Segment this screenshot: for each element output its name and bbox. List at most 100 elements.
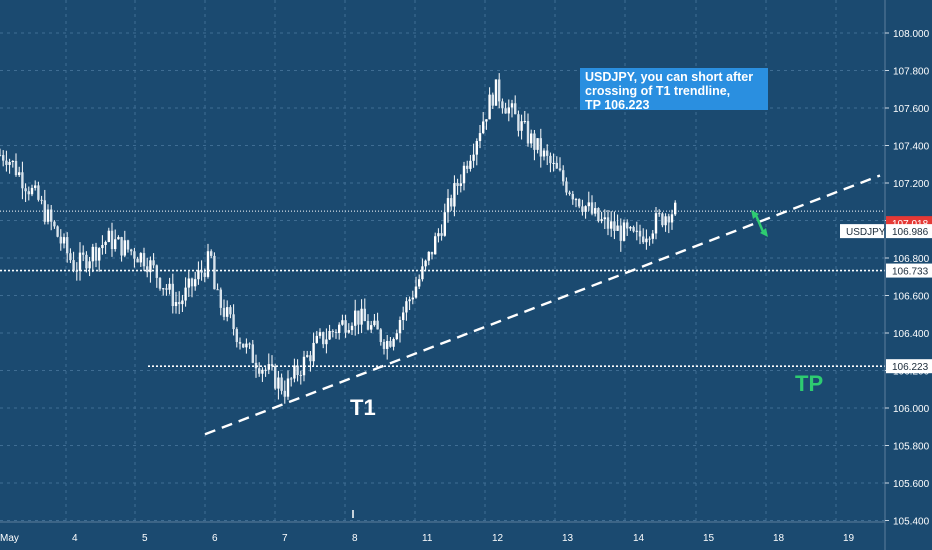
price-tag-bg — [886, 359, 932, 374]
candle-body — [232, 314, 235, 330]
candle-body — [206, 251, 210, 277]
candle-body — [670, 214, 674, 223]
y-tick-label: 105.800 — [893, 442, 930, 453]
candle-body — [53, 221, 56, 227]
candle-body — [277, 377, 280, 389]
t1-label: T1 — [350, 395, 376, 420]
candle-body — [315, 335, 318, 343]
candle-body — [562, 170, 565, 182]
x-tick-label: May — [0, 533, 19, 544]
candle-body — [46, 209, 50, 222]
candle-body — [501, 101, 504, 109]
candle-body — [322, 332, 325, 345]
candle-body — [427, 251, 430, 261]
candle-body — [594, 208, 597, 214]
candle-body — [117, 237, 120, 240]
candle-body — [382, 341, 386, 349]
candle-body — [536, 138, 539, 150]
candle-body — [533, 133, 536, 150]
candle-body — [488, 94, 491, 120]
candle-body — [123, 240, 126, 256]
candle-body — [354, 310, 357, 326]
candle-body — [578, 199, 581, 207]
candle-body — [251, 344, 254, 363]
candle-body — [283, 390, 286, 397]
candle-body — [261, 369, 264, 374]
candle-body — [290, 378, 293, 380]
candle-body — [331, 330, 334, 332]
candle-body — [411, 297, 414, 300]
candle-body — [133, 251, 136, 259]
candle-body — [139, 253, 142, 263]
candle-body — [610, 221, 613, 229]
candle-body — [222, 307, 226, 317]
candle-body — [667, 216, 670, 223]
candle-body — [370, 325, 373, 330]
candle-body — [395, 333, 398, 340]
candle-body — [664, 216, 667, 226]
candle-body — [21, 172, 24, 189]
candle-body — [366, 321, 370, 330]
candle-body — [30, 187, 34, 195]
price-tag-bg — [886, 224, 932, 239]
x-tick-label: 6 — [212, 533, 218, 544]
candle-body — [306, 355, 309, 357]
horizontal-levels — [0, 210, 885, 367]
y-tick-label: 107.800 — [893, 67, 930, 78]
y-tick-label: 106.600 — [893, 292, 930, 303]
candle-body — [312, 342, 315, 362]
candle-body — [229, 307, 232, 315]
candle-body — [203, 272, 206, 277]
candle-body — [565, 181, 568, 193]
candle-body — [110, 230, 114, 250]
candle-body — [40, 199, 43, 201]
candle-body — [197, 270, 200, 280]
candle-body — [142, 253, 146, 267]
candle-body — [472, 154, 475, 161]
candle-body — [299, 375, 302, 377]
candle-body — [219, 289, 222, 308]
candle-body — [286, 378, 290, 397]
candle-body — [504, 108, 507, 114]
y-tick-label: 107.400 — [893, 142, 930, 153]
candle-body — [194, 279, 197, 287]
candle-body — [514, 103, 517, 115]
candle-body — [405, 301, 408, 313]
candle-body — [542, 150, 546, 157]
candle-body — [632, 227, 635, 232]
y-tick-label: 105.400 — [893, 517, 930, 528]
candle-body — [629, 227, 632, 229]
candle-body — [178, 302, 181, 305]
candle-body — [498, 79, 501, 102]
candle-body — [510, 103, 514, 108]
x-tick-label: 13 — [562, 533, 574, 544]
candle-body — [453, 183, 456, 207]
candle-body — [526, 121, 530, 144]
y-tick-label: 108.000 — [893, 29, 930, 40]
candle-body — [120, 237, 123, 256]
t1-trendline[interactable] — [204, 174, 881, 436]
candle-body — [165, 288, 168, 290]
candle-body — [638, 230, 642, 237]
candle-body — [440, 233, 443, 236]
candle-body — [642, 236, 645, 243]
candle-body — [434, 236, 437, 255]
candle-body — [34, 185, 37, 188]
candle-body — [270, 364, 274, 367]
y-tick-label: 107.200 — [893, 179, 930, 190]
candle-body — [238, 341, 242, 344]
candle-body — [651, 233, 654, 239]
candle-body — [136, 258, 139, 263]
candle-body — [0, 154, 2, 156]
candle-body — [318, 332, 322, 336]
candle-body — [226, 307, 229, 317]
candle-body — [418, 279, 421, 287]
candle-body — [158, 277, 162, 289]
candle-body — [85, 254, 88, 269]
x-tick-label: 8 — [352, 533, 358, 544]
y-tick-label: 107.600 — [893, 104, 930, 115]
candle-body — [101, 245, 104, 249]
candle-body — [658, 213, 661, 215]
